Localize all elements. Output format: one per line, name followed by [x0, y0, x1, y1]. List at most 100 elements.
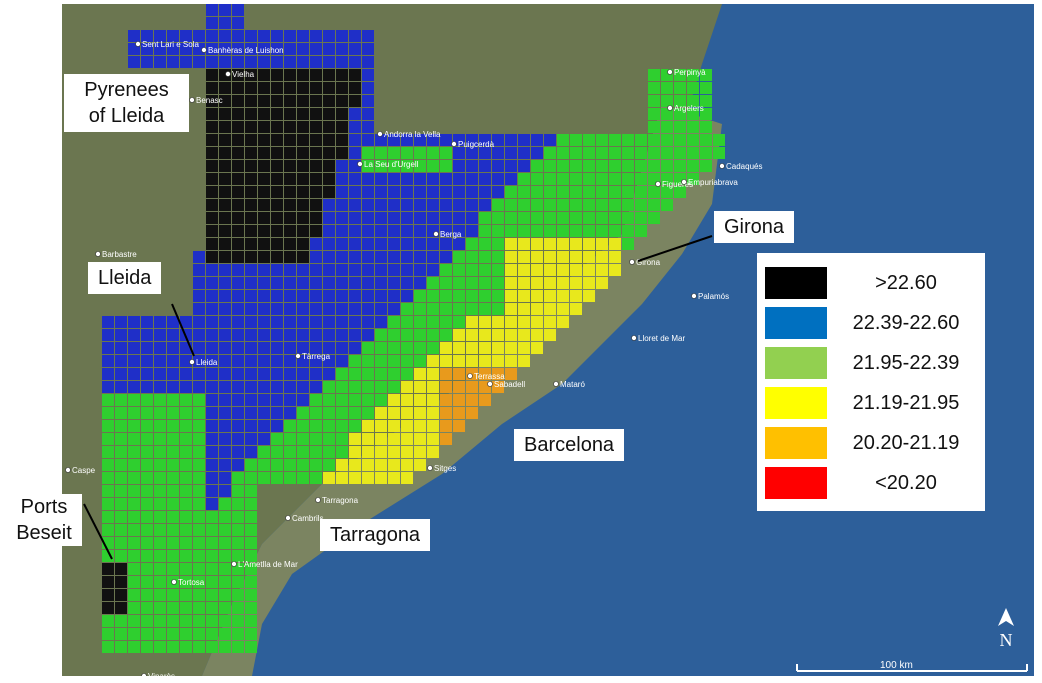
grid-cell	[297, 303, 309, 315]
grid-cell	[323, 108, 335, 120]
grid-cell	[336, 433, 348, 445]
grid-cell	[193, 628, 205, 640]
grid-cell	[427, 433, 439, 445]
grid-cell	[414, 316, 426, 328]
grid-cell	[440, 381, 452, 393]
grid-cell	[284, 173, 296, 185]
grid-cell	[349, 407, 361, 419]
grid-cell	[219, 524, 231, 536]
grid-cell	[492, 329, 504, 341]
grid-cell	[427, 342, 439, 354]
grid-cell	[245, 329, 257, 341]
grid-cell	[388, 251, 400, 263]
grid-cell	[557, 251, 569, 263]
grid-cell	[115, 511, 127, 523]
grid-cell	[232, 498, 244, 510]
grid-cell	[128, 459, 140, 471]
grid-cell	[167, 485, 179, 497]
grid-cell	[518, 238, 530, 250]
grid-cell	[206, 511, 218, 523]
grid-cell	[518, 342, 530, 354]
grid-cell	[284, 355, 296, 367]
legend-item: <20.20	[765, 463, 977, 503]
grid-cell	[284, 43, 296, 55]
grid-cell	[297, 316, 309, 328]
grid-cell	[115, 342, 127, 354]
grid-cell	[115, 355, 127, 367]
place-name-label: Empuriabrava	[688, 178, 738, 187]
grid-cell	[128, 615, 140, 627]
grid-cell	[310, 394, 322, 406]
grid-cell	[518, 225, 530, 237]
grid-cell	[427, 355, 439, 367]
grid-cell	[336, 43, 348, 55]
grid-cell	[180, 524, 192, 536]
grid-cell	[544, 264, 556, 276]
grid-cell	[596, 173, 608, 185]
grid-cell	[557, 290, 569, 302]
grid-cell	[427, 212, 439, 224]
grid-cell	[102, 342, 114, 354]
grid-cell	[518, 316, 530, 328]
legend-swatch	[765, 427, 827, 459]
place-markers: Sent Lari e Sola Banhèras de Luishon Vielh…	[65, 40, 762, 676]
grid-cell	[635, 160, 647, 172]
grid-cell	[245, 641, 257, 653]
grid-cell	[128, 420, 140, 432]
grid-cell	[388, 303, 400, 315]
grid-cell	[557, 147, 569, 159]
grid-cell	[180, 563, 192, 575]
grid-cell	[245, 212, 257, 224]
grid-cell	[427, 147, 439, 159]
grid-cell	[232, 95, 244, 107]
grid-cell	[492, 251, 504, 263]
grid-cell	[362, 238, 374, 250]
grid-cell	[427, 381, 439, 393]
temperature-grid	[102, 4, 725, 653]
grid-cell	[219, 602, 231, 614]
grid-cell	[219, 472, 231, 484]
grid-cell	[154, 342, 166, 354]
grid-cell	[375, 251, 387, 263]
grid-cell	[180, 511, 192, 523]
grid-cell	[141, 537, 153, 549]
grid-cell	[128, 407, 140, 419]
grid-cell	[310, 264, 322, 276]
grid-cell	[414, 420, 426, 432]
grid-cell	[518, 303, 530, 315]
grid-cell	[401, 381, 413, 393]
grid-cell	[648, 186, 660, 198]
grid-cell	[206, 147, 218, 159]
grid-cell	[284, 420, 296, 432]
grid-cell	[232, 173, 244, 185]
grid-cell	[167, 368, 179, 380]
grid-cell	[557, 212, 569, 224]
grid-cell	[622, 134, 634, 146]
grid-cell	[102, 407, 114, 419]
grid-cell	[544, 277, 556, 289]
grid-cell	[453, 251, 465, 263]
grid-cell	[362, 316, 374, 328]
grid-cell	[128, 368, 140, 380]
grid-cell	[401, 225, 413, 237]
grid-cell	[206, 17, 218, 29]
grid-cell	[310, 160, 322, 172]
grid-cell	[401, 433, 413, 445]
grid-cell	[115, 498, 127, 510]
grid-cell	[427, 303, 439, 315]
grid-cell	[141, 43, 153, 55]
grid-cell	[492, 173, 504, 185]
grid-cell	[635, 225, 647, 237]
grid-cell	[440, 212, 452, 224]
grid-cell	[323, 368, 335, 380]
grid-cell	[375, 355, 387, 367]
grid-cell	[388, 472, 400, 484]
grid-cell	[141, 420, 153, 432]
grid-cell	[622, 199, 634, 211]
grid-cell	[583, 186, 595, 198]
place-marker-icon	[553, 381, 559, 387]
legend-swatch	[765, 307, 827, 339]
grid-cell	[245, 576, 257, 588]
grid-cell	[271, 121, 283, 133]
grid-cell	[440, 342, 452, 354]
